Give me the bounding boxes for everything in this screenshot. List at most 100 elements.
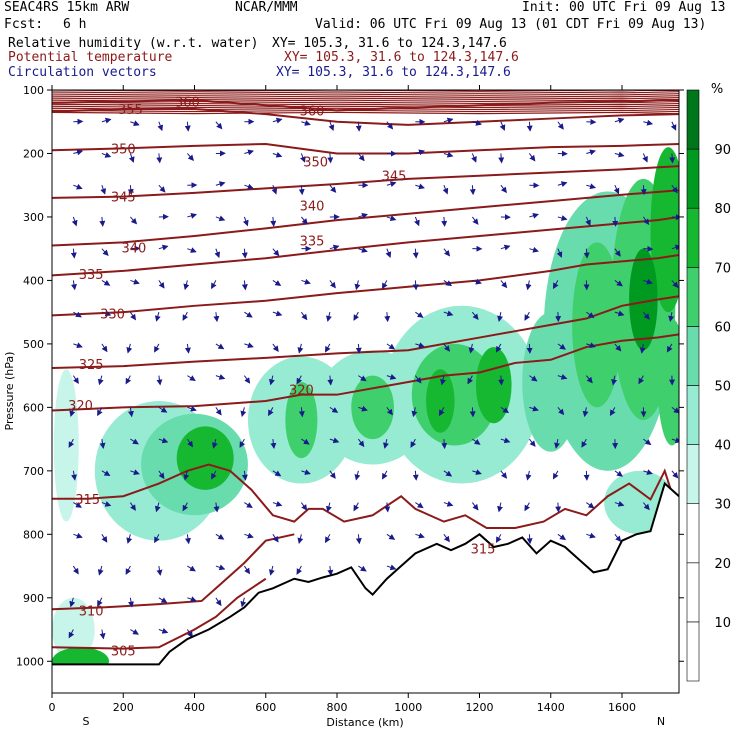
wind-vector xyxy=(272,534,279,543)
wind-vector xyxy=(130,469,140,475)
colorbar-unit: % xyxy=(711,82,723,97)
colorbar-bin xyxy=(686,621,700,682)
model-title: SEAC4RS 15km ARW xyxy=(4,0,130,15)
theta-contour-upper xyxy=(52,107,679,111)
theta-contour-label: 315 xyxy=(471,542,496,557)
wind-vector xyxy=(156,565,163,576)
wind-vector xyxy=(215,121,223,130)
wind-vector xyxy=(500,280,508,289)
wind-vector xyxy=(130,438,139,445)
wind-vector xyxy=(272,470,282,477)
wind-vector xyxy=(329,184,337,193)
wind-vector xyxy=(327,153,334,164)
field-theta-name: Potential temperature xyxy=(8,50,173,65)
wind-vector xyxy=(441,439,448,450)
rh-region xyxy=(426,369,455,433)
wind-vector xyxy=(325,502,332,513)
wind-vector xyxy=(154,502,161,513)
wind-vector xyxy=(467,375,474,385)
wind-vector xyxy=(585,375,593,384)
wind-vector xyxy=(529,246,539,253)
theta-contour-335 xyxy=(52,215,679,277)
wind-vector xyxy=(354,470,361,481)
wind-vector xyxy=(671,470,679,479)
colorbar-label: 30 xyxy=(714,498,731,513)
wind-vector xyxy=(97,407,103,417)
wind-vector xyxy=(638,375,644,385)
wind-vector xyxy=(241,280,248,291)
wind-vector xyxy=(671,280,679,288)
wind-vector xyxy=(186,629,193,638)
wind-vector xyxy=(529,405,539,412)
wind-vector xyxy=(414,375,422,384)
wind-vector xyxy=(272,248,280,257)
wind-vector xyxy=(500,406,510,414)
wind-vector xyxy=(99,629,106,640)
wind-vector xyxy=(268,407,274,417)
wind-vector xyxy=(384,312,391,323)
colorbar-bin xyxy=(686,562,700,623)
wind-vector xyxy=(187,375,196,381)
wind-vector xyxy=(97,565,104,576)
wind-vector xyxy=(127,185,134,196)
wind-vector xyxy=(415,342,425,348)
colorbar-label: 90 xyxy=(714,143,731,158)
wind-vector xyxy=(215,215,226,222)
theta-contour-label: 360 xyxy=(300,104,325,119)
theta-contour-label: 320 xyxy=(68,399,93,414)
wind-vector xyxy=(272,343,279,352)
wind-vector xyxy=(552,280,559,290)
theta-contour-label: 355 xyxy=(118,103,143,118)
wind-vector xyxy=(471,502,479,511)
theta-contour-label: 305 xyxy=(111,644,136,659)
wind-vector xyxy=(497,312,503,322)
wind-vector xyxy=(556,248,563,258)
valid-time: Valid: 06 UTC Fri 09 Aug 13 (01 CDT Fri … xyxy=(315,17,707,32)
wind-vector xyxy=(443,280,453,287)
wind-vector xyxy=(215,374,226,380)
wind-vector xyxy=(358,565,367,572)
wind-vector xyxy=(157,121,164,132)
wind-vector xyxy=(297,534,304,544)
wind-vector xyxy=(614,533,622,543)
terrain-layer xyxy=(52,481,679,693)
wind-vector xyxy=(129,502,136,511)
colorbar-bin xyxy=(686,326,700,386)
wind-vector xyxy=(614,117,625,124)
wind-vector xyxy=(100,185,107,195)
x-tick-label: 600 xyxy=(255,701,276,714)
theta-contour-350 xyxy=(52,142,679,155)
terrain-surface-line xyxy=(52,481,679,666)
wind-vector xyxy=(327,375,334,386)
wind-vector xyxy=(158,470,165,480)
wind-vector xyxy=(130,120,140,126)
wind-vector xyxy=(410,438,417,448)
circulation-vectors xyxy=(68,117,679,640)
wind-vector xyxy=(215,564,226,571)
theta-contour-label: 360 xyxy=(175,95,200,110)
wind-vector xyxy=(525,280,532,291)
wind-vector xyxy=(586,311,595,319)
field-vector-xy: XY= 105.3, 31.6 to 124.3,147.6 xyxy=(276,65,511,80)
wind-vector xyxy=(101,343,108,353)
wind-vector xyxy=(215,343,225,350)
init-time: Init: 00 UTC Fri 09 Aug 13 xyxy=(522,0,726,15)
theta-contour-upper xyxy=(52,93,679,96)
wind-vector xyxy=(101,470,111,477)
wind-vector xyxy=(329,244,340,251)
wind-vector xyxy=(614,248,621,257)
colorbar-bin xyxy=(686,207,700,268)
wind-vector xyxy=(97,597,103,607)
wind-vector xyxy=(158,437,169,444)
wind-vector xyxy=(586,342,596,348)
wind-vector xyxy=(101,501,112,507)
theta-contour-upper xyxy=(52,105,679,109)
wind-vector xyxy=(128,407,134,418)
field-theta-xy: XY= 105.3, 31.6 to 124.3,147.6 xyxy=(284,50,519,65)
wind-vector xyxy=(353,311,360,321)
wind-vector xyxy=(297,343,304,354)
wind-vector xyxy=(355,343,362,354)
wind-vector xyxy=(529,375,538,382)
wind-vector xyxy=(586,183,597,190)
